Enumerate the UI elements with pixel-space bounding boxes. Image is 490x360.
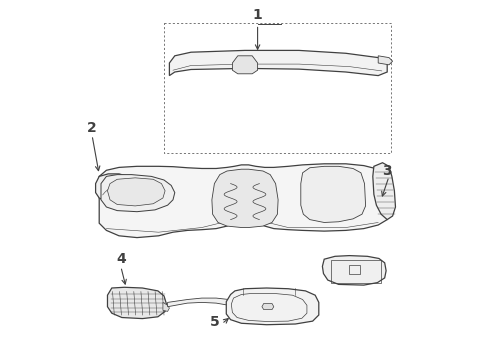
Text: 5: 5 <box>210 315 220 329</box>
Polygon shape <box>101 175 175 212</box>
Polygon shape <box>163 302 170 311</box>
Polygon shape <box>107 287 167 319</box>
Polygon shape <box>212 169 278 228</box>
Polygon shape <box>373 163 395 220</box>
Text: 4: 4 <box>116 252 125 266</box>
Text: 1: 1 <box>253 8 263 22</box>
Polygon shape <box>226 288 319 325</box>
Polygon shape <box>170 50 387 76</box>
Polygon shape <box>322 256 386 285</box>
Polygon shape <box>301 166 366 222</box>
Polygon shape <box>99 164 387 238</box>
Polygon shape <box>107 178 165 206</box>
Polygon shape <box>378 56 392 65</box>
Polygon shape <box>262 303 274 310</box>
Text: 3: 3 <box>382 164 392 178</box>
Polygon shape <box>96 174 135 203</box>
Polygon shape <box>168 298 229 307</box>
Polygon shape <box>232 56 258 74</box>
Text: 2: 2 <box>87 121 97 135</box>
